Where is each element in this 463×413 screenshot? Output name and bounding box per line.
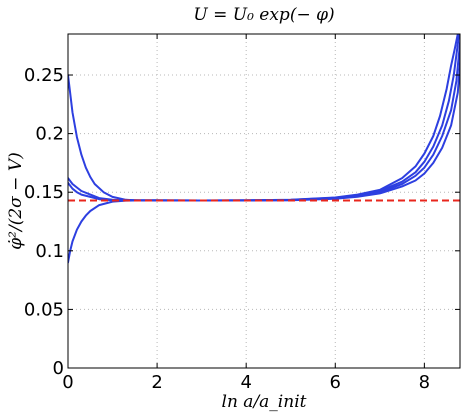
series-line-4	[68, 49, 460, 264]
y-tick-label: 0.15	[24, 182, 64, 203]
plot-frame	[67, 33, 461, 369]
x-tick-labels: 0 2 4 6 8	[62, 372, 430, 393]
series-line-2	[68, 34, 460, 202]
y-tick-label: 0.05	[24, 299, 64, 320]
series-group	[68, 34, 460, 264]
y-axis-label: φ̇²/(2σ − V)	[6, 152, 26, 249]
y-tick-label: 0.25	[24, 65, 64, 86]
y-tick-label: 0.2	[35, 124, 64, 145]
y-tick-label: 0.1	[35, 241, 64, 262]
x-axis-label: ln a/a_init	[222, 392, 307, 412]
grid	[68, 34, 460, 368]
series-line-1	[68, 34, 459, 202]
x-tick-label: 4	[240, 372, 251, 393]
chart-title: U = U₀ exp(− φ)	[193, 5, 334, 25]
x-tick-label: 2	[151, 372, 162, 393]
x-tick-label: 0	[62, 372, 73, 393]
y-tick-label: 0	[53, 358, 64, 379]
tick-marks	[67, 34, 460, 369]
series-line-3	[68, 34, 460, 202]
y-tick-labels: 0 0.05 0.1 0.15 0.2 0.25	[24, 65, 64, 379]
x-tick-label: 6	[330, 372, 341, 393]
x-tick-label: 8	[419, 372, 430, 393]
